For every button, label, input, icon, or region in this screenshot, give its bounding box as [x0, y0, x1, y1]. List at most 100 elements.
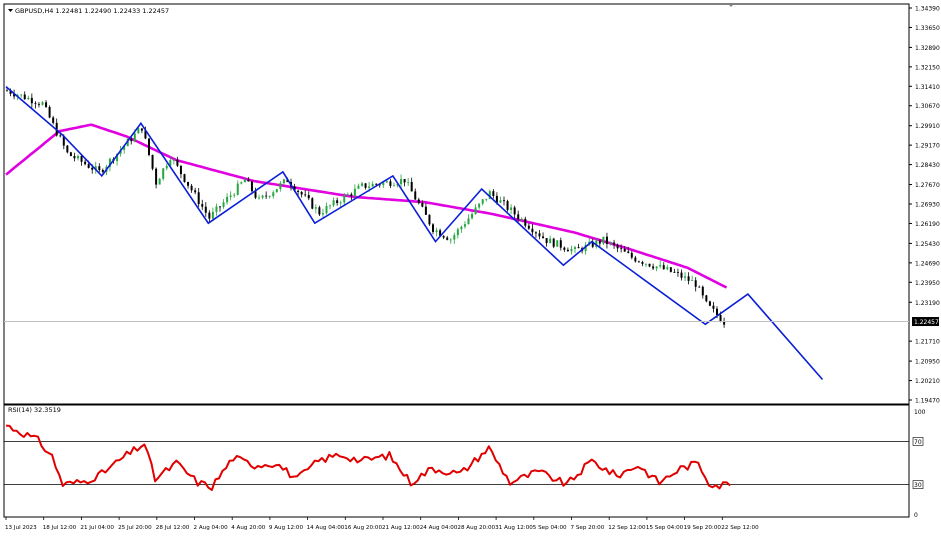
candle — [201, 199, 204, 210]
candle — [240, 181, 243, 185]
candle — [392, 182, 395, 187]
candle — [48, 105, 51, 119]
price-tick-label: 1.33650 — [915, 25, 940, 32]
candle — [318, 205, 321, 216]
candle — [346, 192, 349, 196]
chart-shift-marker-icon[interactable] — [729, 5, 733, 7]
candle — [219, 206, 221, 212]
candle — [510, 204, 513, 214]
candle — [140, 128, 143, 134]
time-tick-label: 14 Aug 04:00 — [307, 525, 345, 531]
candle — [66, 144, 69, 154]
candle — [311, 197, 314, 210]
price-tick-label: 1.32890 — [915, 45, 940, 52]
time-tick-label: 4 Aug 20:00 — [231, 525, 266, 531]
candle — [723, 317, 726, 328]
current-price-tag — [912, 317, 939, 327]
candle — [300, 190, 303, 198]
candle — [204, 202, 207, 217]
candle — [630, 250, 633, 260]
candle — [233, 193, 236, 198]
candle — [705, 294, 708, 303]
candle — [591, 238, 594, 249]
candle — [254, 187, 257, 200]
zigzag-layer — [5, 85, 824, 381]
time-tick-label: 5 Sep 04:00 — [533, 525, 567, 531]
candle — [208, 210, 211, 222]
candle — [680, 269, 683, 281]
candle — [190, 184, 193, 193]
time-tick-label: 19 Sep 20:00 — [684, 525, 722, 531]
candle — [361, 181, 363, 187]
candle — [698, 285, 701, 288]
candle — [620, 244, 623, 253]
candle — [30, 93, 33, 108]
candle — [236, 180, 239, 196]
candle — [605, 232, 608, 249]
candle — [662, 262, 665, 270]
candle — [265, 191, 268, 199]
candle — [41, 100, 44, 106]
candle — [339, 200, 342, 207]
candle — [563, 246, 566, 253]
rsi-tick-label: 30 — [914, 482, 922, 489]
time-tick-label: 13 Jul 2023 — [5, 525, 37, 531]
candle — [556, 240, 559, 247]
candle — [616, 243, 619, 253]
rsi-indicator-label: RSI(14) 32.3519 — [8, 406, 61, 414]
candle — [499, 196, 502, 204]
candle — [609, 241, 612, 246]
candle — [37, 102, 40, 108]
time-tick-label: 31 Aug 12:00 — [495, 525, 533, 531]
time-tick-label: 22 Sep 12:00 — [721, 525, 759, 531]
rsi-level-tag — [912, 480, 924, 489]
candle — [403, 179, 406, 187]
price-tick-label: 1.23950 — [915, 280, 940, 287]
time-tick-label: 7 Sep 20:00 — [571, 525, 605, 531]
candle — [332, 197, 335, 208]
rsi-tick-label: 100 — [914, 409, 926, 416]
candle — [272, 190, 275, 199]
candle — [449, 238, 452, 244]
time-tick-label: 25 Jul 20:00 — [118, 525, 152, 531]
candle — [531, 224, 534, 236]
candle — [471, 211, 474, 220]
rsi-panel-frame — [3, 404, 910, 518]
candle — [414, 188, 417, 200]
candle — [485, 198, 488, 202]
candle — [222, 199, 225, 209]
candle — [708, 300, 711, 307]
candle — [517, 210, 520, 222]
candle — [552, 237, 555, 249]
candle — [442, 235, 445, 240]
candle — [694, 277, 697, 292]
candle — [417, 197, 420, 205]
candle — [446, 235, 449, 241]
candle — [158, 177, 161, 185]
time-tick-label: 12 Sep 12:00 — [608, 525, 646, 531]
candle — [20, 94, 23, 98]
price-tick-label: 1.34390 — [915, 6, 940, 13]
candle — [307, 191, 310, 201]
price-tick-label: 1.32150 — [915, 64, 940, 71]
candle — [282, 178, 285, 186]
price-tick-label: 1.20210 — [915, 378, 940, 385]
candle — [666, 264, 669, 271]
candle — [577, 243, 580, 249]
price-tick-label: 1.21710 — [915, 339, 940, 346]
dropdown-triangle-icon[interactable] — [8, 9, 13, 12]
candle — [598, 239, 601, 248]
rsi-level-tag — [912, 437, 924, 446]
candle — [258, 194, 261, 200]
candle — [250, 180, 253, 195]
candle — [364, 183, 367, 190]
candle — [94, 161, 97, 174]
candle — [45, 100, 48, 109]
candle — [439, 228, 442, 237]
candle — [151, 154, 154, 171]
candle — [691, 275, 694, 282]
candle — [712, 301, 715, 313]
candle — [410, 177, 413, 192]
